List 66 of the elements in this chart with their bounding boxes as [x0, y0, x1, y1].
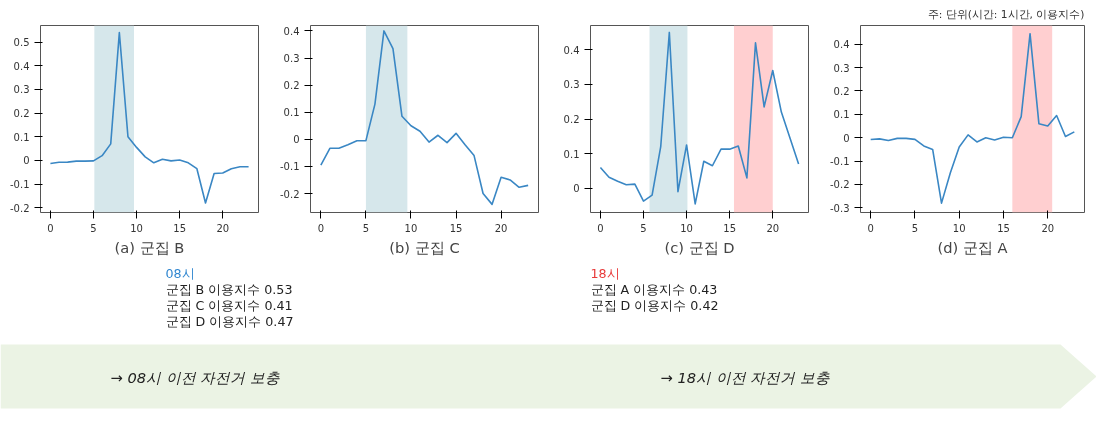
chart-subtitle: 주: 단위(시간: 1시간, 이용지수) [927, 7, 1085, 21]
text: 18시 [590, 265, 620, 281]
y-tick-label: 0.3 [563, 79, 580, 91]
x-tick-label: 5 [911, 222, 919, 234]
y-tick-label: 0.4 [563, 44, 580, 56]
y-tick-label: 0.1 [563, 148, 580, 160]
y-tick-label: -0.2 [829, 179, 850, 191]
text: 08시 [165, 265, 195, 281]
x-tick-label: 5 [362, 222, 370, 234]
x-tick-label: 20 [766, 222, 780, 234]
x-tick-label: 0 [867, 222, 874, 234]
x-tick-label: 10 [680, 222, 693, 234]
x-axis-title: (a) 군집 B [114, 238, 185, 256]
text: 군집 D 이용지수 0.47 [165, 313, 294, 329]
y-tick-label: -0.2 [9, 202, 30, 214]
x-tick-label: 20 [494, 222, 508, 234]
x-tick-label: 0 [597, 222, 604, 234]
text: 군집 B 이용지수 0.53 [165, 281, 293, 297]
x-tick-label: 10 [130, 222, 143, 234]
text: 군집 C 이용지수 0.41 [165, 297, 293, 313]
y-tick-label: -0.1 [829, 156, 850, 168]
text: 군집 D 이용지수 0.42 [590, 297, 719, 313]
y-tick-label: 0.1 [283, 107, 300, 119]
y-tick-label: 0.1 [13, 131, 30, 143]
y-tick-label: 0.1 [833, 109, 850, 121]
x-tick-label: 10 [952, 222, 966, 234]
x-tick-label: 15 [173, 222, 187, 234]
x-tick-label: 5 [640, 222, 647, 234]
y-tick-label: 0.2 [833, 85, 850, 97]
y-tick-label: 0.2 [13, 108, 30, 120]
y-tick-label: 0 [843, 132, 850, 144]
y-tick-label: 0.4 [833, 39, 850, 51]
x-tick-label: 0 [47, 222, 54, 234]
line-series [320, 30, 529, 206]
line-series [599, 31, 800, 205]
y-tick-label: 0.4 [13, 60, 30, 72]
line-series [49, 31, 250, 204]
x-tick-label: 20 [1041, 222, 1055, 234]
x-tick-label: 5 [90, 222, 97, 234]
y-tick-label: 0 [23, 155, 30, 167]
y-tick-label: -0.1 [279, 161, 300, 173]
text: → 18시 이전 자전거 보충 [660, 368, 831, 386]
y-tick-label: -0.2 [279, 188, 300, 200]
y-tick-label: 0.3 [833, 62, 850, 74]
y-tick-label: 0.2 [563, 114, 580, 125]
y-tick-label: -0.3 [829, 202, 850, 214]
y-tick-label: 0.2 [283, 80, 300, 92]
x-axis-title: (b) 군집 C [389, 238, 460, 256]
y-tick-label: 0 [573, 183, 580, 195]
y-tick-label: 0.5 [13, 37, 30, 49]
x-tick-label: 10 [404, 222, 418, 234]
x-axis-title: (d) 군집 A [937, 238, 1008, 256]
x-axis-title: (c) 군집 D [664, 238, 735, 256]
y-tick-label: 0 [293, 134, 300, 146]
text: → 08시 이전 자전거 보충 [110, 368, 281, 386]
x-tick-label: 20 [216, 222, 230, 234]
x-tick-label: 15 [449, 222, 463, 234]
y-tick-label: 0.3 [13, 84, 30, 96]
y-tick-label: -0.1 [9, 179, 30, 191]
x-tick-label: 15 [997, 222, 1010, 234]
line-series [869, 32, 1076, 204]
y-tick-label: 0.3 [283, 53, 300, 65]
x-tick-label: 15 [723, 222, 737, 234]
text: 군집 A 이용지수 0.43 [590, 281, 718, 297]
y-tick-label: 0.4 [283, 25, 300, 37]
x-tick-label: 0 [317, 222, 325, 234]
